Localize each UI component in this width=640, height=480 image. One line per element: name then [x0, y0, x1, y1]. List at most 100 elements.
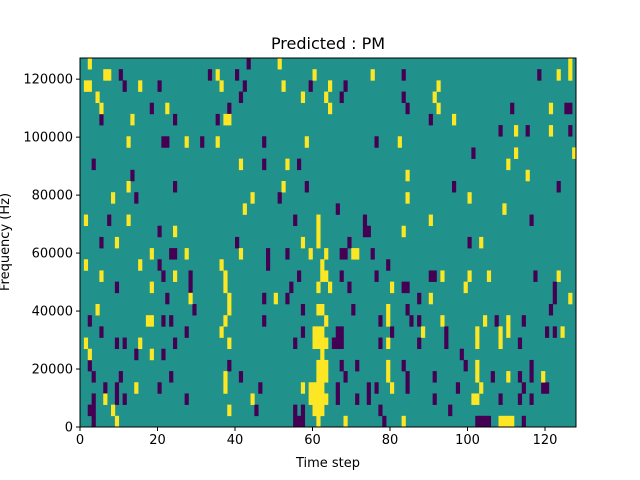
x-axis: 0 20 40 60 80 100 120 [76, 427, 557, 448]
heatmap-cell-low [374, 270, 379, 282]
heatmap-cell-low [285, 292, 290, 305]
heatmap-cell-high [556, 270, 561, 282]
heatmap-cell-low [161, 270, 166, 282]
heatmap-cell-low [486, 415, 492, 428]
heatmap-cell-high [188, 292, 193, 305]
heatmap-cell-high [126, 214, 131, 227]
heatmap-cell-high [149, 248, 154, 260]
heatmap-cell-high [502, 415, 507, 428]
y-tick-label: 60000 [32, 247, 73, 262]
y-tick-label: 80000 [32, 189, 73, 204]
x-tick-label: 80 [382, 433, 399, 448]
heatmap-cell-high [149, 348, 154, 361]
heatmap-cell-high [421, 326, 426, 338]
heatmap-cell-high [316, 225, 321, 238]
heatmap-cell-high [219, 259, 224, 271]
y-tick-label: 100000 [23, 131, 73, 146]
heatmap-cell-high [475, 337, 480, 350]
heatmap-cell-high [560, 326, 565, 338]
heatmap-cell-low [339, 248, 344, 260]
heatmap-cell-high [312, 382, 317, 394]
heatmap-cell-high [428, 214, 433, 227]
heatmap-cell-low [122, 337, 127, 350]
heatmap-cell-high [138, 80, 143, 92]
heatmap-cell-low [335, 203, 340, 215]
heatmap-cell-high [541, 371, 546, 383]
heatmap-cell-low [521, 382, 526, 394]
heatmap-cell-high [548, 102, 554, 115]
heatmap-cell-low [173, 337, 178, 350]
heatmap-cell-high [370, 69, 375, 81]
heatmap-cell-low [343, 248, 348, 260]
x-axis-label: Time step [295, 456, 360, 471]
heatmap-cell-high [138, 259, 143, 271]
heatmap-cell-high [219, 326, 224, 338]
heatmap-cell-high [324, 359, 329, 372]
heatmap-cell-high [568, 292, 573, 305]
chart-title: Predicted : PM [271, 34, 385, 53]
heatmap-cell-high [467, 270, 472, 282]
heatmap-cell-low [517, 393, 523, 405]
heatmap-cell-low [498, 393, 503, 405]
heatmap-cell-high [498, 326, 503, 338]
heatmap-cell-high [343, 415, 348, 428]
heatmap-cell-high [300, 236, 306, 249]
heatmap-cell-high [300, 382, 306, 394]
heatmap-cell-low [448, 404, 453, 417]
heatmap-cell-low [293, 415, 298, 428]
heatmap-cell-low [169, 315, 174, 327]
heatmap-cell-high [401, 225, 406, 238]
heatmap-cell-low [235, 69, 240, 81]
heatmap-cell-low [87, 404, 92, 417]
x-tick-label: 40 [227, 433, 244, 448]
heatmap-cell-low [173, 248, 178, 260]
heatmap-cell-high [87, 348, 92, 361]
heatmap-cell-high [273, 292, 278, 305]
heatmap-cell-low [409, 315, 414, 327]
heatmap-cell-high [107, 69, 112, 81]
heatmap-cell-low [266, 248, 271, 260]
heatmap-cell-low [417, 292, 422, 305]
heatmap-cell-high [223, 382, 228, 394]
heatmap-cell-low [238, 91, 244, 104]
heatmap-cell-low [545, 326, 550, 338]
heatmap-cell-high [308, 382, 313, 394]
heatmap-cell-high [436, 102, 441, 115]
heatmap-cell-high [483, 315, 488, 327]
heatmap-cell-low [405, 304, 410, 316]
heatmap-cell-high [316, 281, 321, 294]
heatmap-cell-high [475, 326, 480, 338]
heatmap-cell-low [568, 102, 573, 115]
heatmap-cell-high [548, 125, 554, 137]
heatmap-cell-high [149, 315, 154, 327]
heatmap-cell-high [316, 304, 321, 316]
heatmap-cell-low [157, 80, 162, 92]
heatmap-cell-low [362, 214, 368, 227]
heatmap-cell-high [111, 404, 116, 417]
heatmap-cell-high [134, 382, 139, 394]
heatmap-cell-low [428, 270, 433, 282]
heatmap-cell-low [339, 337, 344, 350]
heatmap-cell-high [320, 393, 325, 405]
heatmap-cell-high [99, 270, 104, 282]
heatmap-cell-low [483, 415, 488, 428]
heatmap-cell-low [91, 371, 96, 383]
heatmap-cell-high [126, 136, 131, 148]
plot-area [79, 57, 577, 428]
heatmap-cell-high [219, 80, 224, 92]
heatmap-cell-low [370, 248, 375, 260]
heatmap-cell-high [397, 136, 402, 148]
heatmap-cell-high [324, 270, 329, 282]
heatmap-cell-low [455, 382, 461, 394]
heatmap-cell-high [506, 415, 511, 428]
heatmap-cell-high [498, 415, 503, 428]
heatmap-cell-low [351, 304, 356, 316]
heatmap-cell-low [114, 382, 120, 394]
heatmap-cell-low [529, 359, 534, 372]
heatmap-cell-high [277, 58, 282, 70]
heatmap-cell-high [405, 192, 410, 204]
heatmap-cell-high [572, 147, 577, 159]
heatmap-cell-high [506, 315, 511, 327]
heatmap-cell-high [428, 292, 433, 305]
heatmap-cell-high [223, 113, 228, 126]
